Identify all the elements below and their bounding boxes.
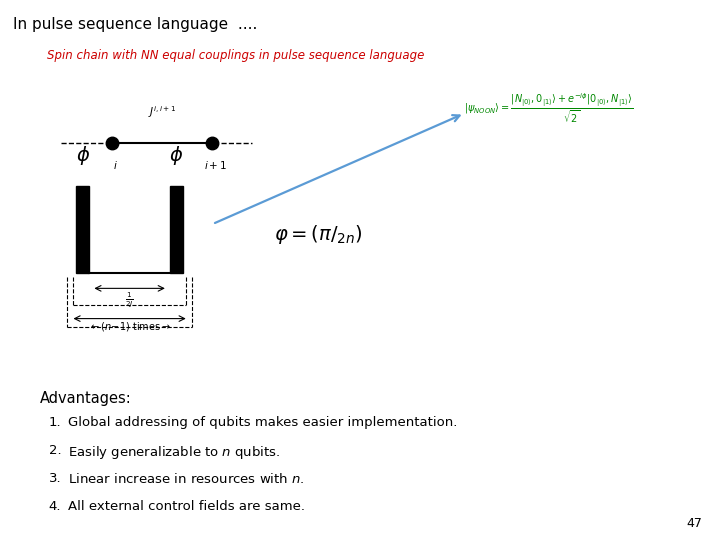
- Text: Global addressing of qubits makes easier implementation.: Global addressing of qubits makes easier…: [68, 416, 458, 429]
- Text: Easily generalizable to $n$ qubits.: Easily generalizable to $n$ qubits.: [68, 444, 281, 461]
- Text: 2.: 2.: [48, 444, 61, 457]
- Text: $|\psi_{NOON}\rangle = \dfrac{|N_{|0\rangle}, 0_{|1\rangle}\rangle + e^{-i\phi}|: $|\psi_{NOON}\rangle = \dfrac{|N_{|0\ran…: [464, 91, 634, 125]
- Text: In pulse sequence language  ....: In pulse sequence language ....: [13, 17, 257, 32]
- Text: $i$: $i$: [113, 159, 117, 171]
- Text: Advantages:: Advantages:: [40, 392, 131, 407]
- Text: All external control fields are same.: All external control fields are same.: [68, 500, 305, 513]
- Text: 1.: 1.: [48, 416, 61, 429]
- Text: $\phi$: $\phi$: [76, 144, 90, 167]
- Text: Linear increase in resources with $n$.: Linear increase in resources with $n$.: [68, 472, 305, 486]
- FancyBboxPatch shape: [170, 186, 183, 273]
- Text: $\frac{1}{2J}$: $\frac{1}{2J}$: [125, 291, 134, 310]
- Text: $J^{i,i+1}$: $J^{i,i+1}$: [148, 105, 176, 120]
- Text: 4.: 4.: [49, 500, 61, 513]
- Text: $\phi$: $\phi$: [169, 144, 184, 167]
- Text: Spin chain with NN equal couplings in pulse sequence language: Spin chain with NN equal couplings in pu…: [47, 49, 424, 62]
- Text: $\varphi = \left(\pi/_{2n}\right)$: $\varphi = \left(\pi/_{2n}\right)$: [274, 224, 362, 246]
- Text: $\leftarrow (n{-}1)\ \mathrm{times} \rightarrow$: $\leftarrow (n{-}1)\ \mathrm{times} \rig…: [89, 320, 171, 333]
- FancyBboxPatch shape: [76, 186, 89, 273]
- Text: $i+1$: $i+1$: [204, 159, 228, 171]
- Text: 47: 47: [686, 517, 702, 530]
- Text: 3.: 3.: [48, 472, 61, 485]
